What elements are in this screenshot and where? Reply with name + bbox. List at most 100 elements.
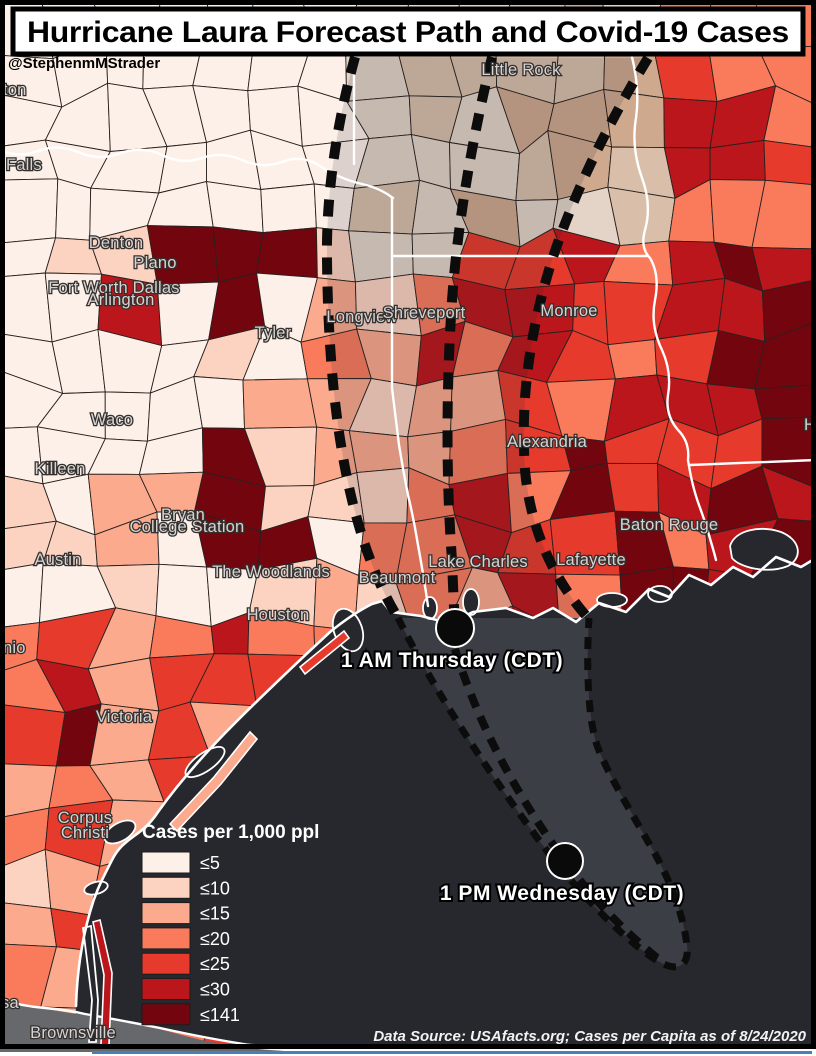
title-bar: Hurricane Laura Forecast Path and Covid-… [10,6,806,57]
city-label: Alexandria [507,433,588,451]
cone-teardrop-outline [394,616,691,971]
city-label: College Station [130,518,245,536]
county-polygon [0,562,44,628]
city-label: Waco [91,411,133,429]
page-title: Hurricane Laura Forecast Path and Covid-… [27,16,789,49]
state-border-tx-east [390,196,430,608]
county-polygon [754,384,816,420]
legend-swatch [141,952,191,975]
county-polygon [761,279,816,343]
state-border-la-ms [688,458,816,467]
legend-swatch [141,927,191,950]
city-label: Monroe [540,302,597,320]
county-polygon [751,247,816,292]
county-polygon [256,227,318,279]
city-label: Beaumont [359,569,436,587]
mexico-region [0,1000,300,1052]
legend-swatch [141,902,191,925]
county-polygon [55,178,92,241]
legend-class-label: ≤141 [200,1005,240,1025]
city-label: Shreveport [383,304,466,322]
city-label: Falls [6,156,42,174]
city-label: Christi [61,824,109,842]
city-label: ton [3,81,27,99]
county-polygon [606,462,660,513]
legend-swatch [141,1003,191,1026]
barrier-islands [92,629,351,1046]
legend-class-label: ≤10 [200,878,230,898]
county-polygon [260,183,317,234]
forecast-points: 1 PM Wednesday (CDT) 1 AM Thursday (CDT) [339,608,686,907]
city-label: Plano [133,254,176,272]
legend-swatch [141,876,191,899]
city-labels: ton Falls Little Rock Denton Plano Fort Worth… [0,60,816,1044]
source-note: Data Source: USAfacts.org; Cases per Cap… [373,1028,806,1045]
bottom-blue-rule [92,1051,812,1054]
county-polygon [751,179,816,250]
city-label: Bryan [161,506,205,524]
barrier-island [168,730,259,833]
city-label: Brownsville [30,1024,116,1042]
county-polygon [607,339,658,380]
county-polygon [761,416,816,489]
county-polygon [0,178,59,244]
forecast-point-label: 1 PM Wednesday (CDT) [440,882,684,905]
lake-pontchartrain [729,528,799,571]
forecast-point [435,608,475,648]
legend-title: Cases per 1,000 ppl [142,822,319,843]
legend-swatch [141,978,191,1000]
legend-class-label: ≤25 [200,954,230,974]
county-polygon [205,181,264,234]
calcasieu-lake [462,588,480,616]
legend-class-label: ≤5 [200,853,220,873]
city-label: Tyler [255,324,292,342]
cone-left-boundary [321,55,403,621]
city-label: nio [3,639,26,657]
county-polygon [763,85,816,148]
legend-class-label: ≤20 [200,929,230,949]
city-label: The Woodlands [212,563,330,581]
forecast-point [546,842,584,880]
city-label: Longview [326,308,397,326]
city-label: Little Rock [481,61,561,79]
county-polygon [754,320,816,390]
mississippi-river [630,55,718,562]
city-label: Corpus [58,809,112,827]
attribution: @StephenmMStrader [8,55,160,72]
legend-swatch [141,851,191,874]
corpus-christi-bay [103,819,137,845]
cone-right-boundary [518,55,653,622]
county-polygon [0,272,53,343]
legend-class-label: ≤30 [200,980,230,1000]
cone-center-track-land [442,55,497,629]
county-polygon [709,139,766,181]
coastline [74,555,816,1008]
barrier-island [298,629,351,676]
county-polygon [193,376,245,429]
city-label: Killeen [35,460,86,478]
forecast-cone-land-shade [326,57,648,618]
city-label: Lafayette [556,551,626,569]
forecast-cone-water [398,618,688,967]
city-label: Baton Rouge [620,516,719,534]
city-label: Victoria [96,708,153,726]
city-label: Denton [89,234,143,252]
legend-class-label: ≤15 [200,904,230,924]
county-polygon [0,901,58,948]
city-label: Austin [34,551,81,569]
county-polygon [663,97,718,149]
city-label: sa [1,994,19,1012]
laguna-madre [82,924,99,1043]
county-polygon [242,378,318,429]
city-label: Fort Worth Dallas [48,279,179,297]
county-polygon [0,703,66,767]
city-label: Lake Charles [428,553,528,571]
city-label: Arlington [88,291,155,309]
legend: Cases per 1,000 ppl ≤5 ≤10 ≤15 ≤20 ≤25 ≤30 ≤14… [141,822,319,1026]
county-polygon [763,139,816,186]
forecast-point-label: 1 AM Thursday (CDT) [341,649,563,672]
county-polygon [761,465,816,522]
city-label: Houston [247,606,310,624]
